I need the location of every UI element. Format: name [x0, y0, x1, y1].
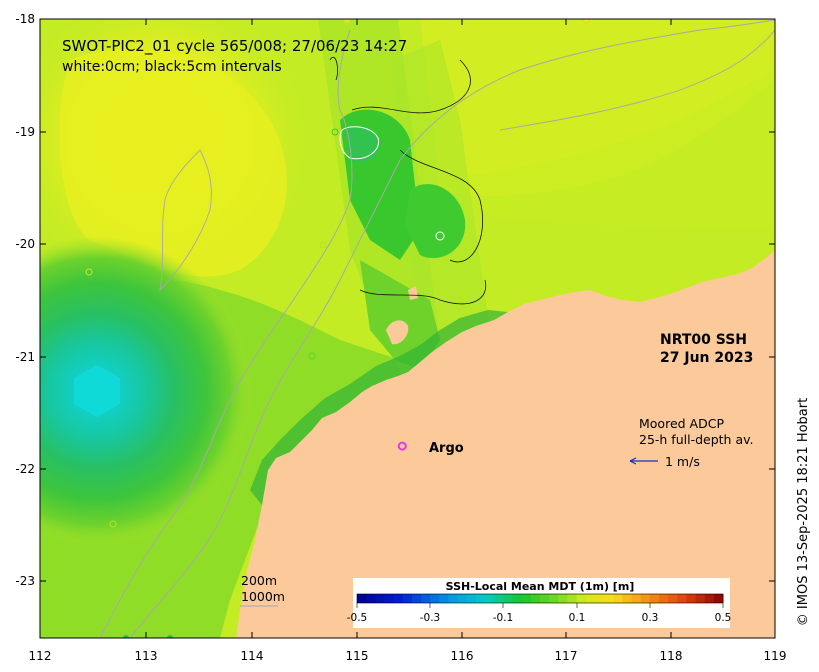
colorbar-cell — [668, 594, 678, 603]
y-tick-label: -19 — [15, 125, 35, 139]
colorbar-cell — [686, 594, 696, 603]
colorbar-cell — [411, 594, 422, 603]
x-tick-label: 116 — [451, 649, 474, 663]
colorbar-cell — [622, 594, 632, 603]
x-tick-label: 119 — [764, 649, 787, 663]
argo-marker — [397, 441, 407, 451]
adcp-scale-arrow — [629, 457, 658, 465]
x-tick-label: 114 — [241, 649, 264, 663]
colorbar-cell — [393, 594, 404, 603]
colorbar-cell — [357, 594, 367, 603]
colorbar-cell — [704, 594, 715, 603]
colorbar-cell — [494, 594, 504, 603]
adcp-label: Moored ADCP — [639, 416, 724, 431]
x-tick-label: 112 — [29, 649, 52, 663]
colorbar-cell — [594, 594, 605, 603]
colorbar-cell — [421, 594, 431, 603]
colorbar-cell — [604, 594, 614, 603]
colorbar-cell — [475, 594, 486, 603]
x-tick-label: 113 — [135, 649, 158, 663]
colorbar-cell — [631, 594, 642, 603]
credit-text: © IMOS 13-Sep-2025 18:21 Hobart — [796, 398, 811, 626]
product-date: 27 Jun 2023 — [660, 350, 753, 366]
colorbar-cell — [512, 594, 523, 603]
colorbar-cell — [485, 594, 495, 603]
colorbar-title: SSH-Local Mean MDT (1m) [m] — [446, 580, 635, 593]
colorbar-cell — [530, 594, 541, 603]
colorbar-cell — [430, 594, 440, 603]
colorbar-cell — [567, 594, 577, 603]
adcp-sublabel: 25-h full-depth av. — [639, 432, 754, 447]
colorbar-cell — [549, 594, 559, 603]
colorbar-cell — [466, 594, 477, 603]
colorbar-cell — [375, 594, 385, 603]
colorbar-cell — [576, 594, 587, 603]
colorbar-cell — [503, 594, 513, 603]
colorbar-cell — [658, 594, 669, 603]
isobath-200-label: 200m — [241, 573, 277, 588]
colorbar-cell — [402, 594, 413, 603]
colorbar-cell — [613, 594, 623, 603]
colorbar-tick-label: 0.1 — [569, 612, 586, 624]
colorbar-cell — [540, 594, 550, 603]
colorbar-cell — [695, 594, 706, 603]
colorbar-cell — [448, 594, 459, 603]
y-tick-label: -18 — [15, 12, 35, 26]
y-tick-label: -23 — [15, 574, 35, 588]
colorbar-cell — [366, 594, 376, 603]
colorbar-tick-label: 0.3 — [642, 612, 659, 624]
colorbar-cell — [640, 594, 651, 603]
product-name: NRT00 SSH — [660, 332, 747, 348]
y-tick-label: -22 — [15, 462, 35, 476]
x-tick-label: 117 — [555, 649, 578, 663]
colorbar-cell — [649, 594, 660, 603]
colorbar: SSH-Local Mean MDT (1m) [m] -0.5 -0.3 -0… — [347, 578, 732, 628]
y-tick-label: -21 — [15, 350, 35, 364]
colorbar-tick-label: -0.5 — [347, 612, 368, 624]
map-title: SWOT-PIC2_01 cycle 565/008; 27/06/23 14:… — [62, 37, 407, 56]
colorbar-cell — [558, 594, 568, 603]
y-tick-label: -20 — [15, 237, 35, 251]
colorbar-tick-label: 0.5 — [715, 612, 732, 624]
colorbar-tick-label: -0.1 — [493, 612, 514, 624]
argo-label: Argo — [429, 441, 464, 456]
x-tick-label: 115 — [346, 649, 369, 663]
colorbar-cell — [521, 594, 532, 603]
colorbar-cell — [457, 594, 468, 603]
land-mass — [236, 250, 775, 638]
map-subtitle: white:0cm; black:5cm intervals — [62, 59, 282, 75]
colorbar-cell — [585, 594, 596, 603]
plot-frame — [39, 18, 776, 639]
isobath-1000-label: 1000m — [241, 589, 285, 604]
colorbar-tick-label: -0.3 — [420, 612, 441, 624]
colorbar-cell — [439, 594, 449, 603]
colorbar-cell — [677, 594, 687, 603]
colorbar-cell — [713, 594, 724, 603]
x-tick-label: 118 — [660, 649, 683, 663]
colorbar-cell — [384, 594, 394, 603]
adcp-scale-label: 1 m/s — [665, 454, 700, 469]
